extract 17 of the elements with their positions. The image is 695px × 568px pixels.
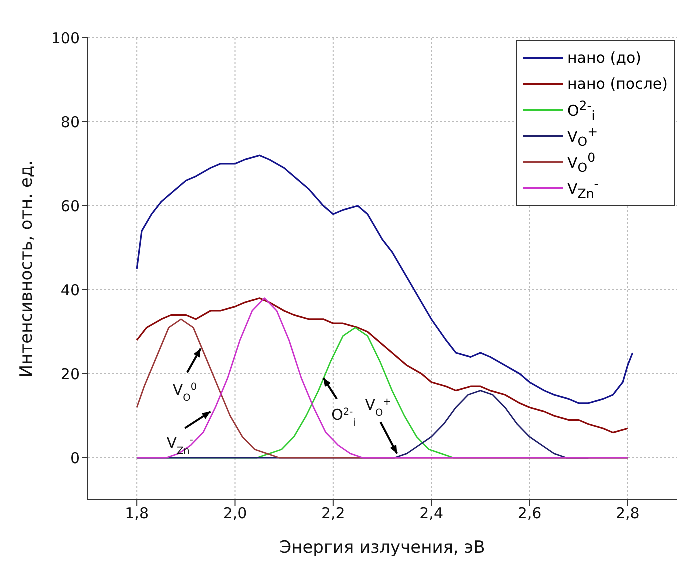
x-tick-label: 2,4 xyxy=(420,504,444,523)
y-tick-label: 60 xyxy=(60,197,80,216)
x-tick-label: 1,8 xyxy=(125,504,150,523)
y-tick-label: 100 xyxy=(51,29,80,48)
y-tick-label: 20 xyxy=(60,365,80,384)
y-tick-label: 40 xyxy=(60,281,80,300)
y-tick-label: 80 xyxy=(60,113,80,132)
x-tick-label: 2,0 xyxy=(223,504,248,523)
y-tick-label: 0 xyxy=(70,449,80,468)
y-axis-title: Интенсивность, отн. ед. xyxy=(17,160,38,378)
legend-label: нано (до) xyxy=(567,49,642,67)
legend-label: нано (после) xyxy=(567,75,668,93)
x-tick-label: 2,8 xyxy=(616,504,640,523)
x-tick-label: 2,6 xyxy=(518,504,542,523)
x-tick-label: 2,2 xyxy=(321,504,346,523)
line-series xyxy=(136,298,629,434)
x-axis-title: Энергия излучения, эВ xyxy=(280,538,486,558)
